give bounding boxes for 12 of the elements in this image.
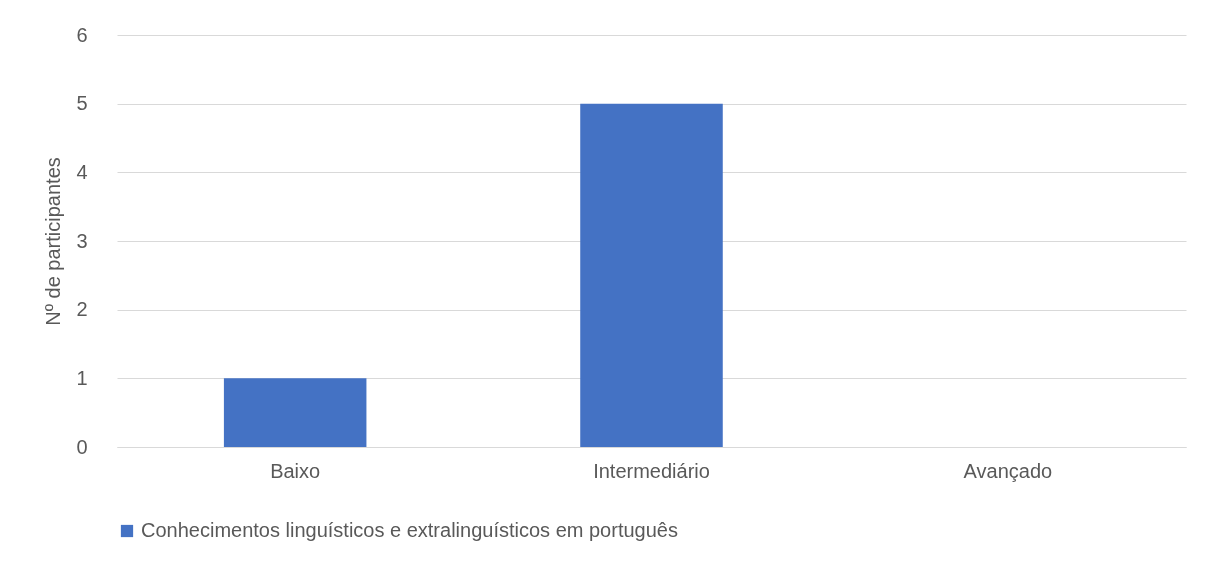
legend-label: Conhecimentos linguísticos e extralinguísticos em português [141, 519, 678, 541]
x-tick-label: Intermediário [593, 459, 710, 482]
y-tick-label: 4 [76, 160, 88, 183]
y-tick-label: 2 [76, 298, 88, 321]
y-tick-label: 6 [76, 23, 88, 46]
y-axis-title: Nº de participantes [42, 157, 65, 326]
y-tick-label: 0 [76, 435, 88, 458]
y-tick-label: 3 [76, 229, 88, 252]
x-tick-label: Avançado [963, 459, 1053, 482]
y-tick-label: 5 [76, 92, 88, 115]
y-tick-label: 1 [76, 366, 88, 389]
x-tick-label: Baixo [270, 459, 321, 482]
